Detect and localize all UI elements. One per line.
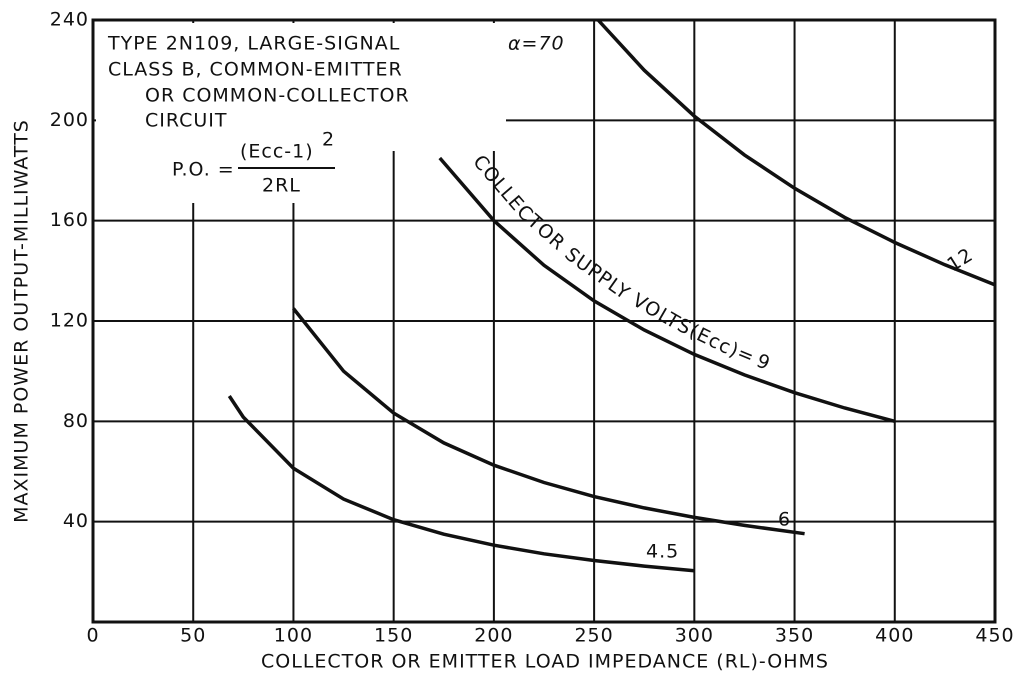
series-label: 6 bbox=[778, 509, 791, 531]
x-tick-label: 400 bbox=[875, 625, 914, 647]
curve bbox=[438, 156, 896, 423]
annotation-box bbox=[96, 23, 348, 203]
series-label: 4.5 bbox=[646, 541, 679, 563]
curve bbox=[292, 307, 805, 536]
y-tick-label: 240 bbox=[50, 9, 89, 31]
x-axis-label: COLLECTOR OR EMITTER LOAD IMPEDANCE (RL)… bbox=[261, 651, 829, 673]
annotation: P.O. = bbox=[172, 159, 235, 181]
series-label-group: COLLECTOR SUPPLY VOLTS(Ecc)=9 bbox=[469, 151, 774, 375]
annotation: 2RL bbox=[262, 175, 301, 197]
x-tick-label: 200 bbox=[474, 625, 513, 647]
annotation: TYPE 2N109, LARGE-SIGNAL bbox=[107, 33, 400, 55]
x-tick-label: 300 bbox=[675, 625, 714, 647]
x-tick-label: 0 bbox=[86, 625, 99, 647]
x-tick-label: 350 bbox=[775, 625, 814, 647]
curve bbox=[227, 395, 695, 573]
annotation: (Ecc-1) bbox=[240, 141, 314, 163]
x-tick-label: 450 bbox=[975, 625, 1014, 647]
x-tick-label: 150 bbox=[374, 625, 413, 647]
y-tick-label: 200 bbox=[50, 109, 89, 131]
annotation: CIRCUIT bbox=[145, 110, 228, 132]
x-tick-label: 50 bbox=[180, 625, 206, 647]
plot-frame bbox=[91, 18, 997, 624]
y-tick-label: 80 bbox=[63, 410, 89, 432]
x-tick-label: 250 bbox=[574, 625, 613, 647]
x-tick-label: 100 bbox=[274, 625, 313, 647]
annotation: 2 bbox=[322, 129, 335, 151]
series-label-path: COLLECTOR SUPPLY VOLTS(Ecc)=9 bbox=[469, 151, 774, 375]
annotation: OR COMMON-COLLECTOR bbox=[145, 85, 410, 107]
annotation: COLLECTOR SUPPLY VOLTS(Ecc)= bbox=[469, 151, 758, 369]
y-tick-label: 120 bbox=[50, 310, 89, 332]
annotation: α=70 bbox=[508, 33, 565, 55]
y-tick-label: 160 bbox=[50, 209, 89, 231]
series-label: 9 bbox=[754, 349, 774, 374]
curve bbox=[596, 18, 996, 287]
y-axis-label: MAXIMUM POWER OUTPUT-MILLIWATTS bbox=[11, 119, 33, 523]
series-label: 12 bbox=[943, 244, 977, 277]
y-tick-label: 40 bbox=[63, 510, 89, 532]
annotation: CLASS B, COMMON-EMITTER bbox=[108, 59, 403, 81]
